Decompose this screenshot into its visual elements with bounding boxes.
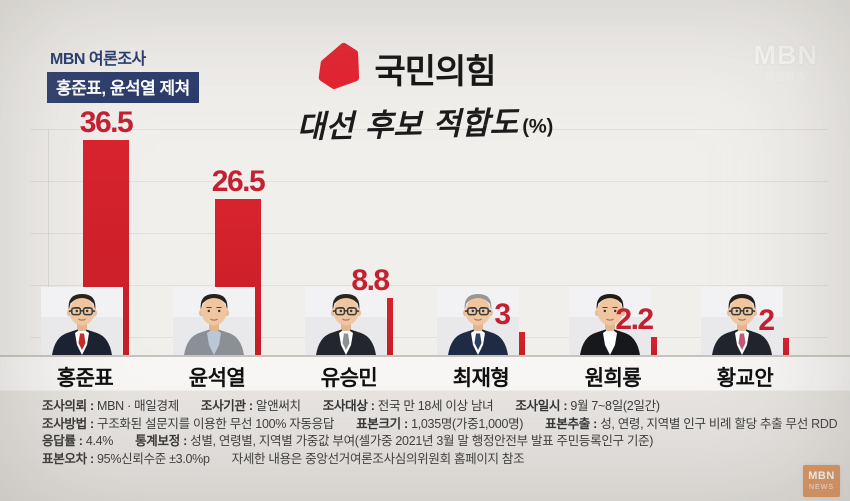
candidate-photo xyxy=(41,287,123,355)
candidate-name-band xyxy=(0,357,850,390)
party-name: 국민의힘 xyxy=(374,53,496,91)
candidate-column: 36.5 홍준표 xyxy=(19,85,151,390)
candidate-name: 유승민 xyxy=(320,367,378,390)
bar-chart: 36.5 홍준표 26.5 xyxy=(19,85,811,390)
survey-line: 응답률 : 4.4% 통계보정 : 성별, 연령별, 지역별 가중값 부여(셀가중… xyxy=(42,433,840,451)
candidate-name: 황교안 xyxy=(716,367,774,390)
candidate-value-label: 2.2 xyxy=(615,303,654,336)
candidate-value-label: 3 xyxy=(494,298,511,331)
candidate-photo xyxy=(305,287,387,355)
mbn-news-logo: MBN NEWS xyxy=(803,465,840,497)
candidate-photo xyxy=(569,287,651,355)
candidate-photo xyxy=(701,287,783,355)
chart-axis-line xyxy=(48,129,49,355)
candidate-name: 홍준표 xyxy=(56,367,114,390)
survey-lines: 조사의뢰 : MBN · 매일경제 조사기관 : 알앤써치 조사대상 : 전국 만 … xyxy=(42,398,840,468)
candidate-value-label: 36.5 xyxy=(79,106,134,139)
candidate-column: 2.2 원희룡 xyxy=(547,85,679,390)
survey-item: 조사의뢰 : MBN · 매일경제 xyxy=(42,399,179,413)
survey-item: 응답률 : 4.4% xyxy=(42,434,114,448)
broadcaster-watermark: MBN 매일방송 xyxy=(754,42,819,83)
candidate-photo xyxy=(173,287,255,355)
candidate-column: 26.5 윤석열 xyxy=(151,85,283,390)
party-logo-icon xyxy=(314,42,360,95)
survey-line: 조사의뢰 : MBN · 매일경제 조사기관 : 알앤써치 조사대상 : 전국 만 … xyxy=(42,398,840,416)
candidate-value-label: 2 xyxy=(758,304,775,337)
chart-title-block: 국민의힘 대선 후보 적합도 (%) xyxy=(0,42,850,146)
chart-gridlines xyxy=(30,129,828,357)
header-block: MBN 여론조사 홍준표, 윤석열 제쳐 xyxy=(47,45,199,103)
survey-methodology-panel: 조사의뢰 : MBN · 매일경제 조사기관 : 알앤써치 조사대상 : 전국 만 … xyxy=(0,391,850,501)
watermark-text: MBN xyxy=(753,40,818,70)
survey-item: 조사방법 : 구조화된 설문지를 이용한 무선 100% 자동응답 xyxy=(42,416,335,431)
survey-item: 조사대상 : 전국 만 18세 이상 남녀 xyxy=(322,399,494,413)
survey-item: 통계보정 : 성별, 연령별, 지역별 가중값 부여(셀가중 2021년 3월 … xyxy=(135,434,654,448)
survey-item: 조사기관 : 알앤써치 xyxy=(200,399,301,413)
candidate-photo xyxy=(437,287,519,355)
program-label: MBN 여론조사 xyxy=(50,51,146,68)
candidate-name: 원희룡 xyxy=(584,367,642,390)
candidate-name: 윤석열 xyxy=(188,367,246,390)
headline-badge: 홍준표, 윤석열 제쳐 xyxy=(47,72,199,103)
survey-line: 조사방법 : 구조화된 설문지를 이용한 무선 100% 자동응답 표본크기 : … xyxy=(42,416,840,434)
survey-item: 자세한 내용은 중앙선거여론조사심의위원회 홈페이지 참조 xyxy=(231,451,525,466)
chart-baseline xyxy=(0,355,850,357)
survey-item: 표본오차 : 95%신뢰수준 ±3.0%p xyxy=(42,451,210,466)
survey-item: 조사일시 : 9월 7~8일(2일간) xyxy=(515,399,660,413)
candidate-name: 최재형 xyxy=(452,367,510,390)
mbn-news-logo-line2: NEWS xyxy=(809,484,834,491)
candidate-column: 2 황교안 xyxy=(679,85,811,390)
survey-line: 표본오차 : 95%신뢰수준 ±3.0%p 자세한 내용은 중앙선거여론조사심의위… xyxy=(42,451,840,469)
survey-item: 표본추출 : 성, 연령, 지역별 인구 비례 할당 추출 무선 RDD xyxy=(545,416,838,431)
watermark-subtext: 매일방송 xyxy=(765,72,807,83)
candidate-value-label: 8.8 xyxy=(351,264,390,297)
candidate-column: 8.8 유승민 xyxy=(283,85,415,390)
candidate-column: 3 최재형 xyxy=(415,85,547,390)
survey-item: 표본크기 : 1,035명(가중1,000명) xyxy=(356,416,524,431)
candidate-value-label: 26.5 xyxy=(211,165,266,198)
mbn-news-logo-line1: MBN xyxy=(808,470,835,482)
